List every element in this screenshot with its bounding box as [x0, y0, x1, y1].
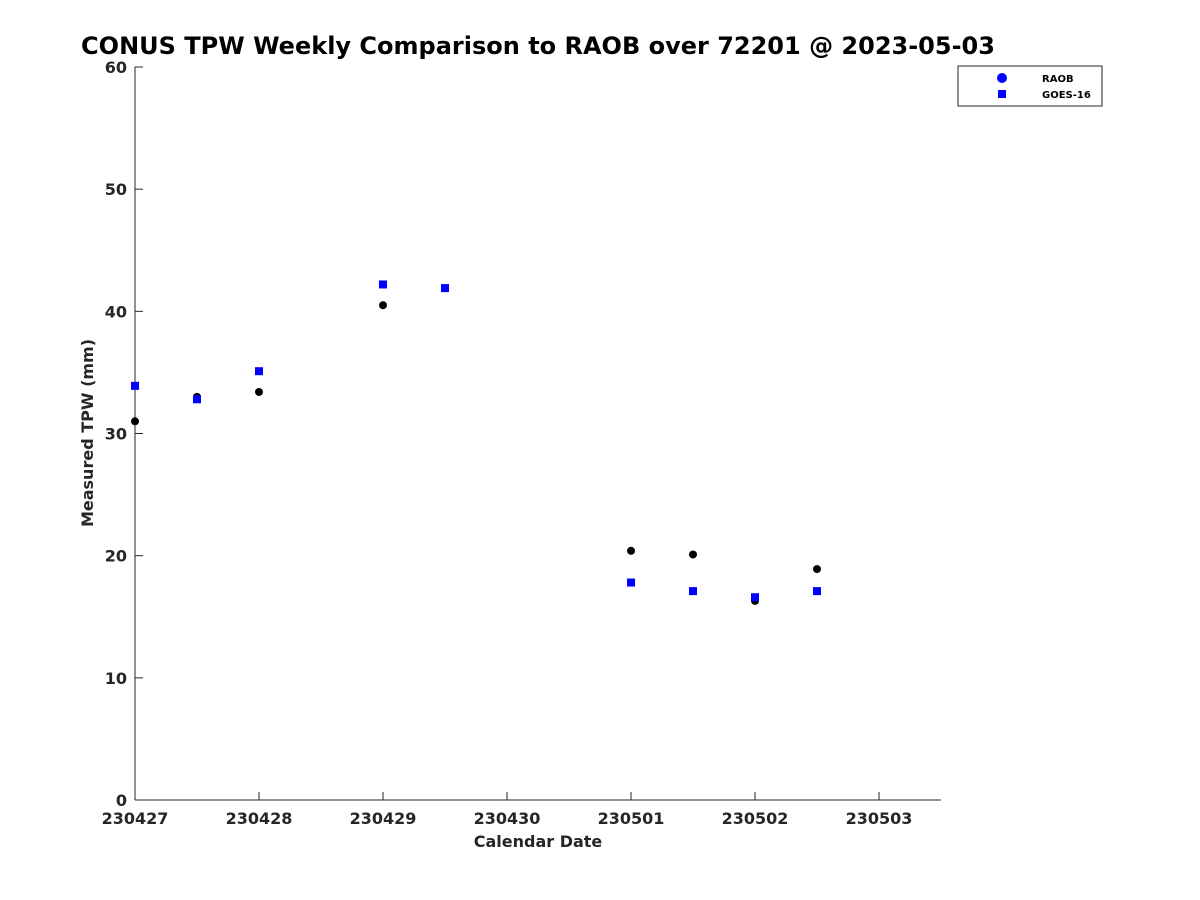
goes16-point	[255, 367, 263, 376]
y-tick-label: 50	[105, 180, 127, 199]
legend-raob-label: RAOB	[1042, 74, 1074, 85]
x-tick-label: 230428	[226, 809, 293, 828]
x-tick-label: 230429	[350, 809, 417, 828]
goes16-point	[193, 395, 201, 404]
y-tick-label: 10	[105, 669, 127, 688]
goes16-point	[627, 578, 635, 587]
y-tick-label: 40	[105, 302, 127, 321]
x-tick-label: 230503	[846, 809, 913, 828]
x-axis-ticks: 230427 230428 230429 230430 230501 230502 2305…	[102, 792, 913, 828]
y-axis-title: Measured TPW (mm)	[78, 339, 97, 527]
raob-point	[627, 546, 635, 555]
y-tick-label: 20	[105, 547, 127, 566]
data-points	[131, 280, 821, 605]
y-tick-label: 30	[105, 425, 127, 444]
goes16-point	[813, 587, 821, 596]
legend-goes16-marker	[998, 90, 1006, 98]
legend-raob-marker	[997, 73, 1007, 83]
y-axis-ticks: 0 10 20 30 40 50 60	[105, 58, 143, 810]
x-axis-title: Calendar Date	[474, 832, 603, 851]
raob-point	[689, 550, 697, 559]
x-tick-label: 230501	[598, 809, 665, 828]
legend-box	[957, 65, 1103, 107]
legend: RAOB GOES-16	[957, 65, 1103, 107]
raob-point	[131, 417, 139, 426]
x-tick-label: 230430	[474, 809, 541, 828]
goes16-point	[441, 284, 449, 293]
y-tick-label: 0	[116, 791, 127, 810]
chart-title: CONUS TPW Weekly Comparison to RAOB over…	[81, 32, 995, 60]
goes16-point	[379, 280, 387, 289]
raob-point	[379, 301, 387, 310]
goes16-point	[751, 593, 759, 602]
x-tick-label: 230502	[722, 809, 789, 828]
y-tick-label: 60	[105, 58, 127, 77]
axes	[134, 67, 941, 801]
raob-point	[813, 565, 821, 574]
goes16-point	[131, 381, 139, 390]
legend-goes16-label: GOES-16	[1042, 90, 1091, 101]
x-tick-label: 230427	[102, 809, 169, 828]
goes16-point	[689, 587, 697, 596]
raob-point	[255, 387, 263, 396]
